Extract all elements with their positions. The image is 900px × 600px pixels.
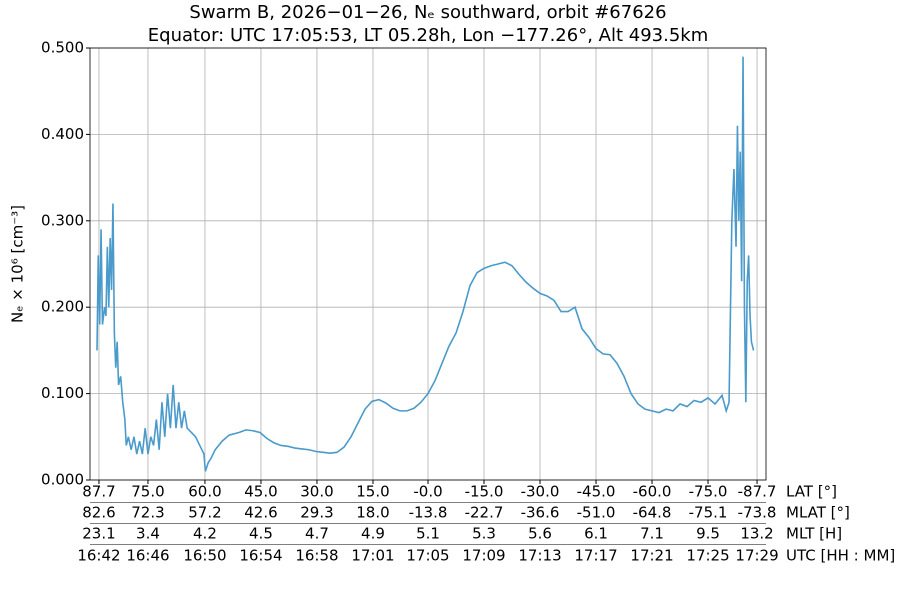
x-tick-label: 42.6 <box>244 504 277 522</box>
x-tick-label: 17:17 <box>574 547 617 565</box>
x-tick-label: -45.0 <box>577 483 616 501</box>
x-tick-label: 23.1 <box>82 525 115 543</box>
plot-frame <box>89 47 767 481</box>
y-tick-label: 0.500 <box>41 39 84 57</box>
x-tick-label: 3.4 <box>136 525 160 543</box>
chart-title: Swarm B, 2026−01−26, Nₑ southward, orbit… <box>189 2 666 23</box>
x-tick-label: -13.8 <box>409 504 448 522</box>
row-label: MLT [H] <box>786 525 842 543</box>
x-tick-label: -36.6 <box>521 504 560 522</box>
x-tick-label: -15.0 <box>465 483 504 501</box>
x-tick-label: -0.0 <box>413 483 442 501</box>
x-tick-label: -75.1 <box>689 504 728 522</box>
x-tick-label: 17:29 <box>735 547 778 565</box>
data-line <box>96 56 755 472</box>
x-tick-label: -75.0 <box>689 483 728 501</box>
y-tick-label: 0.200 <box>41 298 84 316</box>
x-tick-label: 4.7 <box>305 525 329 543</box>
x-tick-label: 72.3 <box>131 504 164 522</box>
y-tick-label: 0.100 <box>41 384 84 402</box>
x-tick-label: 17:25 <box>686 547 729 565</box>
x-tick-label: 45.0 <box>244 483 277 501</box>
x-tick-label: 18.0 <box>356 504 389 522</box>
x-tick-label: 87.7 <box>82 483 115 501</box>
x-tick-label: -60.0 <box>633 483 672 501</box>
x-tick-label: 17:09 <box>462 547 505 565</box>
chart-subtitle: Equator: UTC 17:05:53, LT 05.28h, Lon −1… <box>148 25 708 46</box>
y-tick-label: 0.400 <box>41 125 84 143</box>
x-tick-label: -64.8 <box>633 504 672 522</box>
x-tick-label: 57.2 <box>188 504 221 522</box>
x-tick-label: 29.3 <box>300 504 333 522</box>
x-tick-label: 5.3 <box>472 525 496 543</box>
x-tick-label: 16:58 <box>295 547 338 565</box>
x-tick-label: 4.5 <box>249 525 273 543</box>
x-tick-label: 60.0 <box>188 483 221 501</box>
row-label: LAT [°] <box>786 483 837 501</box>
y-axis-label: Nₑ × 10⁶ [cm⁻³] <box>9 205 27 323</box>
x-tick-label: -87.7 <box>738 483 777 501</box>
x-tick-label: 16:54 <box>239 547 282 565</box>
x-tick-label: 16:50 <box>183 547 226 565</box>
x-tick-label: 82.6 <box>82 504 115 522</box>
x-tick-label: 17:05 <box>406 547 449 565</box>
x-tick-label: 6.1 <box>584 525 608 543</box>
x-tick-label: 15.0 <box>356 483 389 501</box>
y-tick-label: 0.300 <box>41 211 84 229</box>
x-tick-label: 7.1 <box>640 525 664 543</box>
x-axis-label: UTC [HH : MM] <box>786 547 895 565</box>
x-tick-label: 4.9 <box>361 525 385 543</box>
y-tick-label: 0.000 <box>41 471 84 489</box>
x-tick-label: 30.0 <box>300 483 333 501</box>
x-tick-label: 17:21 <box>630 547 673 565</box>
x-tick-label: 4.2 <box>193 525 217 543</box>
x-tick-label: 16:42 <box>77 547 120 565</box>
x-tick-label: -51.0 <box>577 504 616 522</box>
x-tick-label: 75.0 <box>131 483 164 501</box>
x-tick-label: 17:01 <box>351 547 394 565</box>
x-tick-label: 16:46 <box>126 547 169 565</box>
x-tick-label: 17:13 <box>518 547 561 565</box>
x-tick-label: -22.7 <box>465 504 504 522</box>
x-tick-label: 5.1 <box>416 525 440 543</box>
x-tick-label: -30.0 <box>521 483 560 501</box>
x-tick-label: 5.6 <box>528 525 552 543</box>
row-label: MLAT [°] <box>786 504 850 522</box>
x-tick-label: 13.2 <box>740 525 773 543</box>
x-tick-label: -73.8 <box>738 504 777 522</box>
x-tick-label: 9.5 <box>696 525 720 543</box>
